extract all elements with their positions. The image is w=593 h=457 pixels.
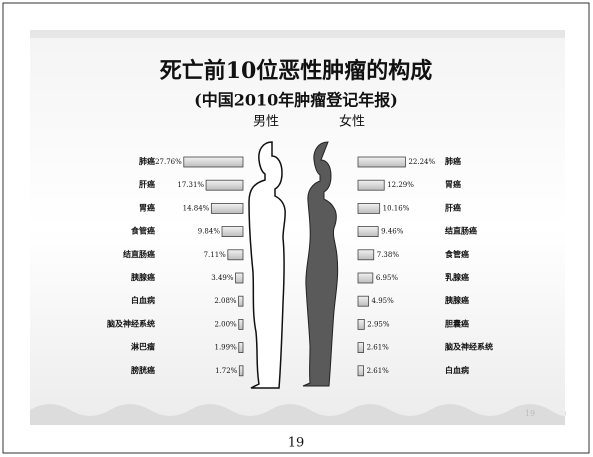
bar [357, 342, 364, 354]
value-label: 2.61% [367, 367, 390, 375]
category-label: 白血病 [131, 295, 155, 305]
slide-number: 19 [525, 409, 535, 418]
value-label: 6.95% [376, 274, 399, 282]
bar [357, 249, 375, 261]
category-label: 肺癌 [139, 156, 155, 166]
category-label: 食管癌 [445, 249, 469, 259]
category-label: 胃癌 [139, 202, 155, 212]
category-label: 胰腺癌 [445, 295, 469, 305]
category-label: 淋巴瘤 [131, 342, 155, 352]
wave-decoration [30, 404, 566, 425]
value-label: 14.84% [183, 204, 210, 212]
value-label: 17.31% [177, 181, 204, 189]
value-label: 2.08% [214, 297, 237, 305]
bar [357, 179, 385, 191]
bar [357, 365, 364, 377]
bar [357, 226, 379, 238]
category-label: 胆囊癌 [445, 318, 469, 328]
category-label: 结直肠癌 [123, 249, 155, 259]
bar [357, 318, 365, 330]
value-label: 2.00% [214, 320, 237, 328]
male-silhouette [248, 141, 286, 389]
category-label: 胃癌 [445, 179, 461, 189]
category-label: 乳腺癌 [445, 272, 469, 282]
category-label: 脑及神经系统 [444, 342, 493, 352]
slide-subtitle: (中国2010年肿瘤登记年报) [194, 91, 398, 110]
value-label: 9.84% [198, 228, 221, 236]
chart-title: 女性 [339, 114, 365, 130]
value-label: 7.11% [204, 251, 227, 259]
category-label: 膀胱癌 [130, 365, 155, 375]
value-label: 7.38% [377, 251, 400, 259]
value-label: 2.61% [367, 344, 390, 352]
bar [227, 249, 244, 261]
bar [357, 295, 369, 307]
value-label: 1.99% [215, 344, 238, 352]
category-label: 食管癌 [131, 226, 155, 236]
value-label: 27.76% [155, 158, 182, 166]
bar [238, 295, 244, 307]
bar [238, 342, 244, 354]
bar [210, 202, 244, 214]
bar [357, 202, 381, 214]
bar [235, 272, 244, 284]
value-label: 10.16% [383, 204, 410, 212]
chart-title: 男性 [253, 115, 279, 130]
value-label: 3.49% [211, 274, 234, 282]
page-number: 19 [288, 436, 305, 451]
category-label: 白血病 [445, 365, 469, 375]
bar [183, 156, 244, 168]
slide-top-band [30, 30, 565, 38]
category-label: 肝癌 [445, 202, 461, 212]
category-label: 肝癌 [139, 179, 155, 189]
value-label: 22.24% [408, 158, 435, 166]
category-label: 脑及神经系统 [106, 318, 155, 328]
bar [221, 226, 244, 238]
bar [205, 179, 244, 191]
bar [238, 365, 244, 377]
bar [357, 272, 374, 284]
value-label: 9.46% [381, 228, 404, 236]
bar [357, 156, 406, 168]
slide-title: 死亡前10位恶性肿瘤的构成 [160, 58, 433, 84]
category-label: 肺癌 [445, 156, 461, 166]
value-label: 2.95% [367, 320, 390, 328]
female-silhouette [302, 141, 339, 387]
value-label: 4.95% [372, 297, 395, 305]
value-label: 1.72% [215, 367, 238, 375]
slide [30, 30, 565, 425]
value-label: 12.29% [387, 181, 414, 189]
bar [238, 318, 244, 330]
category-label: 结直肠癌 [445, 226, 477, 236]
category-label: 胰腺癌 [131, 272, 155, 282]
